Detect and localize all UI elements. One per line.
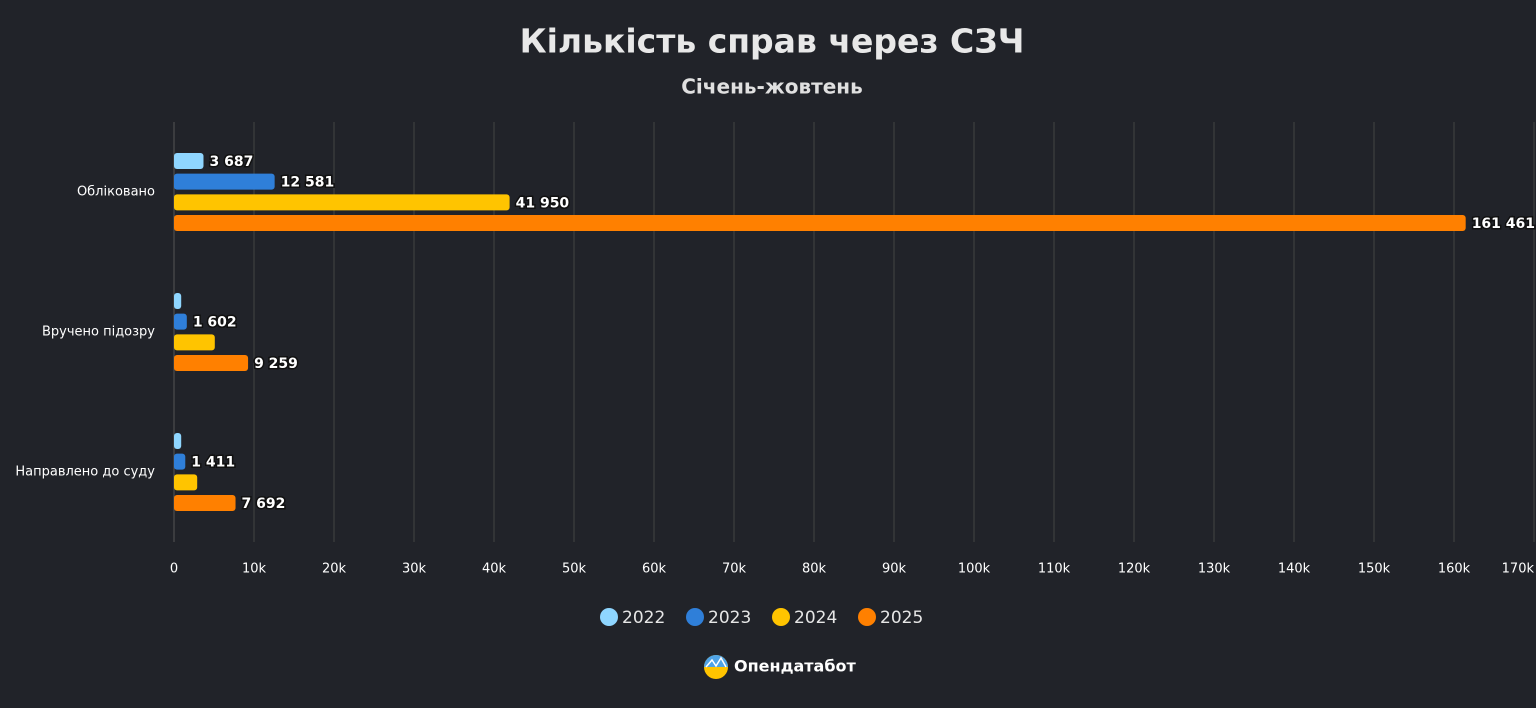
data-label: 3 687 (209, 154, 253, 170)
legend-marker (858, 608, 876, 626)
bar (174, 355, 249, 372)
x-tick-label: 60k (642, 562, 667, 577)
x-tick-label: 20k (322, 562, 347, 577)
data-label: 1 411 (191, 455, 235, 471)
x-tick-label: 80k (802, 562, 827, 577)
x-tick-label: 160k (1438, 562, 1471, 577)
bar (174, 173, 275, 190)
x-tick-label: 130k (1198, 562, 1231, 577)
bar (174, 474, 198, 491)
x-tick-label: 120k (1118, 562, 1151, 577)
bar (174, 194, 510, 211)
chart-subtitle: Січень-жовтень (681, 75, 863, 99)
x-tick-label: 30k (402, 562, 427, 577)
x-tick-label: 140k (1278, 562, 1311, 577)
data-label: 161 461 (1472, 216, 1535, 232)
chart-title: Кількість справ через СЗЧ (520, 22, 1025, 61)
legend-marker (600, 608, 618, 626)
legend-marker (772, 608, 790, 626)
legend-label: 2023 (708, 608, 751, 628)
legend-label: 2024 (794, 608, 837, 628)
bar (174, 334, 215, 351)
data-label: 9 259 (254, 356, 298, 372)
x-tick-label: 90k (882, 562, 907, 577)
x-tick-label: 170k (1502, 562, 1535, 577)
y-tick-label: Вручено підозру (42, 325, 155, 340)
legend-label: 2025 (880, 608, 923, 628)
x-tick-label: 100k (958, 562, 991, 577)
footer-logo (704, 655, 728, 679)
x-tick-label: 150k (1358, 562, 1391, 577)
legend-marker (686, 608, 704, 626)
bar (174, 215, 1466, 232)
x-tick-label: 110k (1038, 562, 1071, 577)
data-label: 41 950 (516, 195, 570, 211)
data-label: 12 581 (281, 175, 335, 191)
x-tick-label: 70k (722, 562, 747, 577)
bar (174, 432, 182, 449)
bar (174, 152, 204, 169)
legend-label: 2022 (622, 608, 665, 628)
bar (174, 292, 182, 309)
x-tick-label: 0 (170, 562, 178, 577)
data-label: 7 692 (242, 496, 286, 512)
bar (174, 453, 186, 470)
bar (174, 313, 187, 330)
footer-brand: Опендатабот (734, 657, 857, 676)
y-tick-label: Обліковано (77, 185, 155, 200)
y-tick-label: Направлено до суду (15, 465, 155, 480)
x-tick-label: 10k (242, 562, 267, 577)
x-tick-label: 40k (482, 562, 507, 577)
data-label: 1 602 (193, 315, 237, 331)
bar (174, 495, 236, 512)
x-tick-label: 50k (562, 562, 587, 577)
